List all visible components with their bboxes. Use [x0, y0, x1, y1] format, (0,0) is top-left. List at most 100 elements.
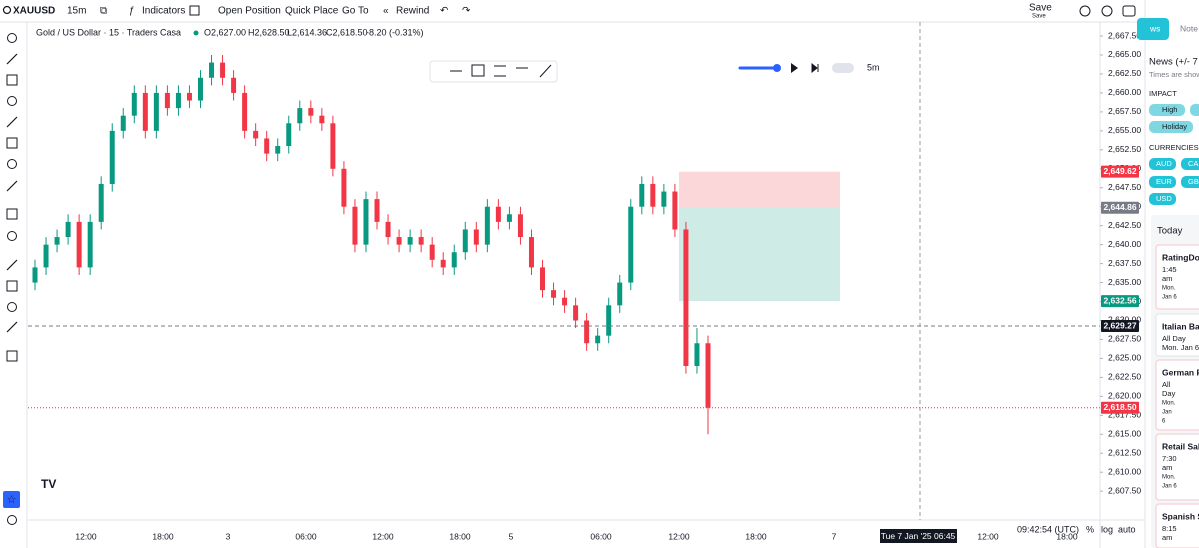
- tab-active[interactable]: [1137, 18, 1169, 40]
- tool-icon[interactable]: [7, 302, 17, 312]
- save[interactable]: Save: [1029, 3, 1052, 14]
- tool-icon[interactable]: [7, 515, 17, 525]
- y-tick-label: 2,630.00: [1108, 315, 1141, 325]
- indicators[interactable]: Indicators: [142, 6, 185, 17]
- x-tick-label: 7: [832, 531, 837, 541]
- candle-body: [617, 282, 623, 306]
- candle-body: [142, 92, 148, 131]
- event-detail: Jan 6: [1162, 484, 1177, 490]
- tool-icon[interactable]: [7, 33, 17, 43]
- snapshot-icon[interactable]: [1122, 5, 1136, 17]
- tool-icon[interactable]: [6, 350, 18, 362]
- indicators-icon[interactable]: ƒ: [129, 6, 135, 17]
- event-name: German F: [1162, 367, 1199, 377]
- x-tick-label: 18:00: [449, 531, 471, 541]
- event-card[interactable]: [1155, 244, 1199, 310]
- replay-speed[interactable]: 5m: [867, 62, 880, 72]
- impact-chip[interactable]: [1149, 121, 1193, 133]
- candle-body: [650, 183, 656, 207]
- tool-icon[interactable]: [7, 159, 17, 169]
- legend-high: H2,628.50: [248, 27, 290, 37]
- tool-rect[interactable]: [471, 64, 485, 77]
- replay-play[interactable]: [791, 63, 798, 73]
- x-tick-label: 12:00: [372, 531, 394, 541]
- candle-body: [528, 237, 534, 268]
- candle-body: [220, 62, 226, 78]
- chart: 2,667.50 2,665.00 2,662.50 2,660.00 2,657.50…: [28, 22, 1145, 548]
- candle-body: [639, 183, 645, 207]
- y-tick-label: 2,667.50: [1108, 30, 1141, 40]
- alert-icon[interactable]: [1079, 5, 1091, 17]
- favorite-star: ☆: [7, 494, 17, 506]
- tool-icon[interactable]: [6, 321, 18, 333]
- tool-icon[interactable]: [6, 116, 18, 128]
- event-card[interactable]: [1155, 313, 1199, 357]
- tool-icon[interactable]: [7, 231, 17, 241]
- candle-body: [164, 92, 170, 109]
- currency-chip[interactable]: [1149, 176, 1176, 188]
- go-to[interactable]: Go To: [342, 6, 369, 17]
- replay-thumb[interactable]: [773, 64, 781, 72]
- layouts-icon[interactable]: [189, 5, 200, 16]
- y-tick-label: 2,642.50: [1108, 220, 1141, 230]
- tool-icon[interactable]: [6, 53, 18, 65]
- legend-open: O2,627.00: [204, 27, 246, 37]
- candle-body: [231, 77, 237, 93]
- impact-chip[interactable]: [1149, 104, 1185, 116]
- candle-body: [705, 343, 711, 408]
- clock: 09:42:54 (UTC): [1017, 524, 1079, 534]
- replay-step[interactable]: [811, 62, 819, 74]
- currency-chip[interactable]: [1181, 158, 1199, 170]
- currency-chip[interactable]: [1181, 176, 1199, 188]
- event-card[interactable]: [1155, 503, 1199, 548]
- crosshair-time: Tue 7 Jan '25 06:45: [881, 531, 956, 541]
- tool-icon[interactable]: [6, 137, 18, 149]
- open-position[interactable]: Open Position: [218, 6, 281, 17]
- tool-icon[interactable]: [6, 180, 18, 192]
- tool-trend[interactable]: [539, 64, 552, 78]
- favorite-button[interactable]: [3, 491, 20, 508]
- settings-icon[interactable]: [1101, 5, 1113, 17]
- currency-chip-label: AUD: [1156, 159, 1172, 168]
- candle-body: [330, 123, 336, 169]
- event-detail: Mon.: [1162, 475, 1176, 481]
- currency-chip[interactable]: [1149, 193, 1176, 205]
- search-icon[interactable]: [2, 5, 12, 15]
- rewind-icon[interactable]: «: [383, 6, 389, 17]
- tab[interactable]: ws: [1149, 23, 1160, 33]
- event-card[interactable]: [1155, 359, 1199, 431]
- price-badge: [1101, 295, 1139, 308]
- currency-chip[interactable]: [1149, 158, 1176, 170]
- x-tick-label: 12:00: [977, 531, 999, 541]
- symbol[interactable]: XAUUSD: [13, 6, 55, 17]
- interval[interactable]: 15m: [67, 6, 86, 17]
- impact-chip-label: High: [1162, 105, 1177, 114]
- impact-chip[interactable]: [1190, 104, 1199, 116]
- price-badge: [1101, 401, 1139, 414]
- candle-body: [286, 123, 292, 147]
- rewind[interactable]: Rewind: [396, 6, 429, 17]
- candle-body: [43, 244, 49, 268]
- event-card[interactable]: [1155, 433, 1199, 501]
- tool-icon[interactable]: [7, 96, 17, 106]
- redo[interactable]: ↷: [462, 6, 471, 17]
- undo[interactable]: ↶: [440, 6, 448, 17]
- y-tick-label: 2,620.00: [1108, 391, 1141, 401]
- y-tick-label: 2,617.50: [1108, 410, 1141, 420]
- percent-toggle[interactable]: %: [1086, 524, 1094, 534]
- candle-body: [551, 290, 557, 298]
- candle-body: [54, 237, 60, 245]
- tool-icon[interactable]: [6, 259, 18, 271]
- tool-icon[interactable]: [6, 208, 18, 220]
- tool-icon[interactable]: [6, 74, 18, 86]
- tab[interactable]: Note: [1180, 23, 1198, 33]
- compare-icon[interactable]: ⧉: [100, 6, 107, 17]
- tool-icon[interactable]: [6, 280, 18, 292]
- candle-body: [363, 199, 369, 245]
- log-toggle[interactable]: log: [1101, 524, 1113, 534]
- auto-toggle[interactable]: auto: [1118, 524, 1136, 534]
- replay-toggle[interactable]: [832, 63, 854, 73]
- quick-place[interactable]: Quick Place: [285, 6, 339, 17]
- candle-body: [462, 229, 468, 253]
